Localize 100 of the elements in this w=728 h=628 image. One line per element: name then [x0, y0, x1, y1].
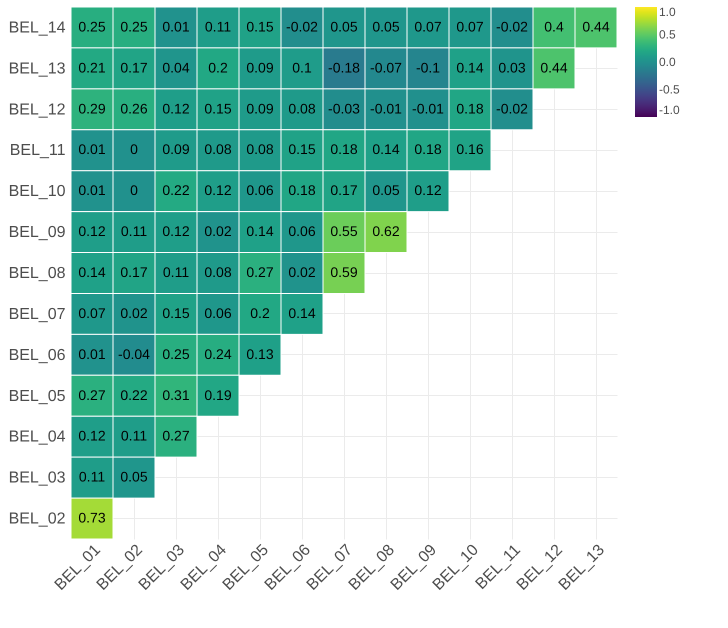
data-label: 0.08 [204, 264, 232, 280]
data-label: 0.18 [456, 100, 484, 116]
y-tick-label: BEL_14 [8, 19, 66, 36]
data-label: 0.05 [120, 468, 148, 485]
data-label: 0.08 [246, 141, 274, 158]
data-label: 0.12 [204, 182, 232, 198]
data-label: -0.18 [328, 59, 360, 76]
data-label: 0.14 [78, 264, 106, 280]
data-label: 0.01 [78, 182, 106, 198]
y-tick-label: BEL_04 [8, 428, 66, 446]
data-label: 0.22 [120, 386, 148, 403]
y-tick-label: BEL_05 [8, 388, 66, 405]
data-label: 0.17 [330, 182, 358, 198]
y-tick-label: BEL_11 [10, 142, 66, 160]
y-tick-label: BEL_10 [8, 183, 66, 200]
data-label: 0.07 [414, 18, 442, 34]
data-label: 0 [130, 141, 138, 158]
data-label: 0.2 [208, 59, 228, 76]
data-label: 0.09 [246, 59, 274, 76]
y-tick-label: BEL_02 [8, 510, 66, 528]
data-label: 0.55 [330, 223, 358, 240]
data-label: 0.15 [162, 304, 190, 321]
data-label: 0.18 [414, 141, 442, 158]
data-label: 0.12 [78, 428, 106, 444]
data-label: 0.1 [292, 59, 312, 76]
data-label: 0.11 [120, 428, 148, 444]
color-bar-label: 1.0 [659, 5, 676, 19]
data-label: 0.31 [162, 386, 190, 403]
y-tick-label: BEL_07 [8, 306, 66, 323]
data-label: 0.08 [288, 100, 316, 116]
data-label: 0.25 [120, 18, 148, 34]
data-label: 0.12 [414, 182, 442, 198]
data-label: 0.15 [204, 100, 232, 116]
data-label: -0.01 [370, 100, 402, 116]
data-label: 0.27 [162, 428, 190, 444]
data-label: -0.04 [118, 346, 150, 362]
data-label: 0.06 [204, 304, 232, 321]
data-label: 0.17 [120, 264, 148, 280]
data-label: 0.19 [204, 386, 232, 403]
data-label: 0.27 [78, 386, 106, 403]
data-label: 0.14 [456, 59, 484, 76]
data-label: 0.12 [78, 223, 106, 240]
data-label: 0.01 [162, 18, 190, 34]
data-label: 0.09 [162, 141, 190, 158]
data-label: 0.13 [246, 346, 274, 362]
color-bar-label: -1.0 [659, 103, 680, 117]
data-label: 0.21 [78, 59, 106, 76]
data-label: 0.59 [330, 264, 358, 280]
data-label: 0.01 [78, 346, 106, 362]
data-label: 0.44 [540, 59, 568, 76]
data-label: 0.12 [162, 100, 190, 116]
y-tick-label: BEL_03 [8, 470, 66, 487]
data-label: 0.02 [120, 304, 148, 321]
data-label: 0.22 [162, 182, 190, 198]
data-label: 0.09 [246, 100, 274, 116]
data-label: 0.27 [246, 264, 274, 280]
data-label: 0.14 [246, 223, 274, 240]
data-label: 0.06 [246, 182, 274, 198]
data-label: -0.02 [496, 18, 528, 34]
data-label: 0.12 [162, 223, 190, 240]
data-label: 0.15 [246, 18, 274, 34]
y-tick-label: BEL_06 [8, 346, 66, 364]
y-tick-label: BEL_13 [8, 60, 66, 78]
data-label: 0.17 [120, 59, 148, 76]
data-label: 0.14 [288, 304, 316, 321]
data-label: 0.07 [456, 18, 484, 34]
color-bar-label: 0.5 [659, 28, 676, 42]
data-label: -0.02 [286, 18, 318, 34]
data-label: 0.04 [162, 59, 190, 76]
data-label: -0.1 [416, 59, 440, 76]
data-label: 0.16 [456, 141, 484, 158]
data-label: 0.03 [498, 59, 526, 76]
data-label: 0.25 [162, 346, 190, 362]
data-label: 0.26 [120, 100, 148, 116]
data-label: 0.11 [162, 264, 190, 280]
data-label: -0.02 [496, 100, 528, 116]
data-label: -0.01 [412, 100, 444, 116]
color-bar-label: 0.0 [659, 55, 676, 69]
data-label: 0.73 [78, 510, 106, 526]
data-label: 0.08 [204, 141, 232, 158]
y-tick-label: BEL_08 [8, 265, 66, 282]
data-label: 0 [130, 182, 138, 198]
data-label: 0.29 [78, 100, 106, 116]
data-label: 0.07 [78, 304, 106, 321]
data-label: 0.4 [544, 18, 564, 34]
data-label: 0.06 [288, 223, 316, 240]
data-label: 0.05 [372, 18, 400, 34]
data-label: 0.02 [288, 264, 316, 280]
y-tick-label: BEL_12 [8, 101, 66, 118]
data-label: 0.15 [288, 141, 316, 158]
data-label: 0.11 [204, 18, 232, 34]
data-label: -0.07 [370, 59, 402, 76]
data-label: 0.14 [372, 141, 400, 158]
data-label: -0.03 [328, 100, 360, 116]
data-label: 0.05 [372, 182, 400, 198]
color-bar-label: -0.5 [659, 82, 680, 96]
data-label: 0.18 [288, 182, 316, 198]
y-tick-label: BEL_09 [8, 224, 66, 242]
data-label: 0.11 [78, 468, 106, 485]
data-label: 0.25 [78, 18, 106, 34]
